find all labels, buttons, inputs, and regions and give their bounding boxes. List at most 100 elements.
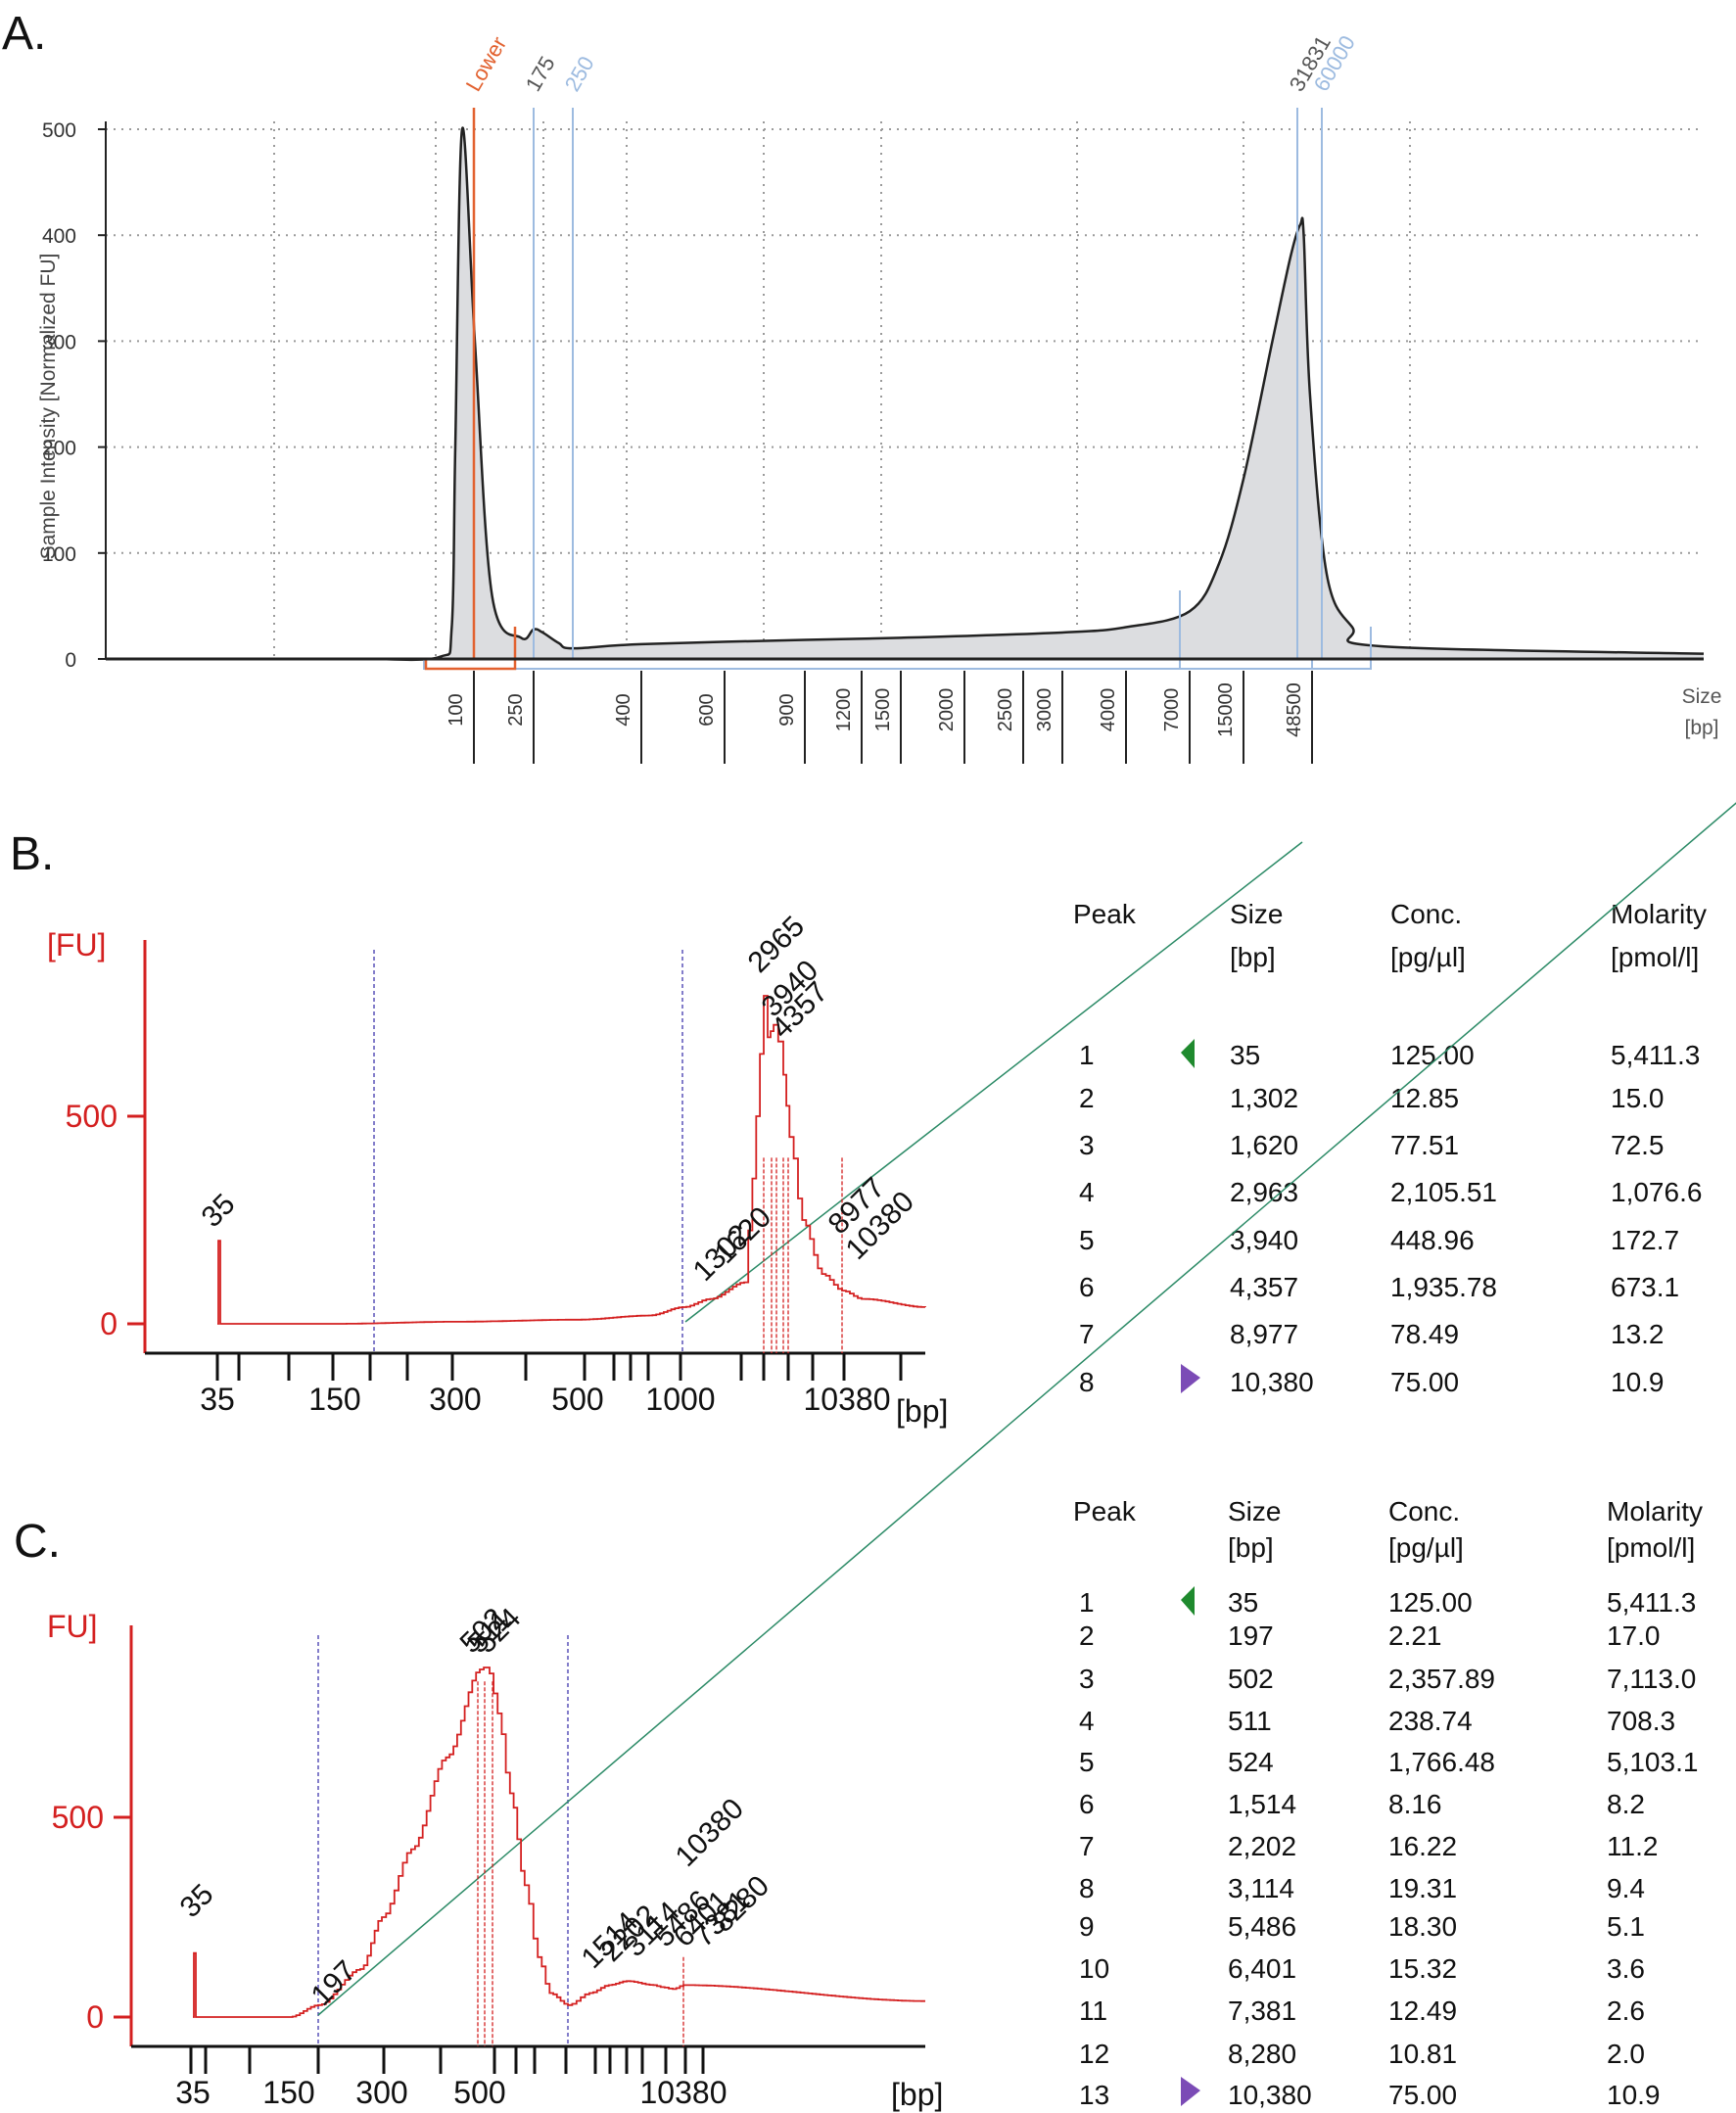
- table-cell-size: 8,280: [1228, 2039, 1296, 2069]
- chart-a-x-tick-label: 4000: [1098, 688, 1119, 732]
- table-c: Peak Size [bp] Conc. [pg/µl] Molarity [pmol/l]…: [1073, 1496, 1703, 2110]
- chart-a-y-tick-label: 0: [65, 649, 76, 672]
- table-cell-conc: 10.81: [1388, 2039, 1457, 2069]
- table-header-cell: [pg/µl]: [1388, 1532, 1464, 1563]
- chart-x-tick-label: 300: [429, 1382, 481, 1417]
- table-cell-molarity: 708.3: [1607, 1706, 1675, 1736]
- table-cell-molarity: 673.1: [1611, 1272, 1679, 1302]
- table-cell-conc: 75.00: [1388, 2080, 1457, 2110]
- chart-peak-label: 10380: [670, 1793, 750, 1873]
- table-cell-peak: 8: [1079, 1367, 1095, 1397]
- table-cell-peak: 7: [1079, 1319, 1095, 1349]
- chart-y-tick-label: 500: [66, 1099, 117, 1134]
- table-header-cell: Size: [1230, 899, 1283, 929]
- chart-x-tick-label: 500: [551, 1382, 603, 1417]
- chart-a-x-tick-label: 100: [446, 693, 467, 726]
- chart-a-x-axis-label-line2: [bp]: [1684, 717, 1718, 739]
- table-cell-molarity: 10.9: [1611, 1367, 1665, 1397]
- table-cell-size: 524: [1228, 1747, 1274, 1777]
- table-cell-size: 35: [1230, 1040, 1260, 1070]
- chart-a-region-bracket-2: [1179, 590, 1372, 670]
- chart-a-trace-line: [371, 126, 1705, 662]
- table-cell-size: 10,380: [1228, 2080, 1312, 2110]
- chart-peak-label: 35: [196, 1188, 242, 1234]
- chart-a-regions: [423, 590, 1372, 671]
- table-cell-size: 197: [1228, 1620, 1274, 1651]
- table-header-cell: Conc.: [1390, 899, 1462, 929]
- chart-x-tick-label: 35: [200, 1382, 235, 1417]
- chart-x-tick-label: 10380: [640, 2075, 727, 2110]
- table-cell-molarity: 2.0: [1607, 2039, 1645, 2069]
- table-cell-conc: 1,766.48: [1388, 1747, 1495, 1777]
- table-cell-size: 511: [1228, 1706, 1272, 1736]
- table-cell-peak: 8: [1079, 1873, 1095, 1903]
- table-header-cell: Peak: [1073, 1496, 1137, 1526]
- table-cell-conc: 2.21: [1388, 1620, 1442, 1651]
- chart-a-x-tick-label: 900: [776, 693, 798, 726]
- chart-x-tick-label: 500: [453, 2075, 505, 2110]
- table-cell-conc: 1,935.78: [1390, 1272, 1497, 1302]
- chart-a-x-tick-label: 2500: [995, 688, 1016, 732]
- table-cell-peak: 10: [1079, 1953, 1109, 1984]
- chart-baseline: [317, 802, 1736, 2016]
- table-cell-molarity: 5,103.1: [1607, 1747, 1698, 1777]
- table-header-cell: [bp]: [1228, 1532, 1274, 1563]
- chart-trace-line: [193, 1667, 925, 2018]
- chart-baseline: [684, 841, 1303, 1323]
- table-cell-size: 3,114: [1228, 1873, 1294, 1903]
- table-cell-conc: 125.00: [1390, 1040, 1475, 1070]
- table-header-cell: Conc.: [1388, 1496, 1460, 1526]
- chart-x-tick-label: 150: [262, 2075, 314, 2110]
- table-cell-peak: 3: [1079, 1130, 1095, 1160]
- table-cell-molarity: 9.4: [1607, 1873, 1645, 1903]
- chart-a-x-tick-label: 7000: [1161, 688, 1183, 732]
- table-cell-peak: 6: [1079, 1789, 1095, 1819]
- table-header-cell: Size: [1228, 1496, 1281, 1526]
- table-cell-conc: 2,105.51: [1390, 1177, 1497, 1207]
- chart-a-marker-label: Lower: [461, 32, 512, 95]
- table-cell-peak: 5: [1079, 1225, 1095, 1255]
- table-cell-conc: 77.51: [1390, 1130, 1459, 1160]
- chart-a-x-tick-label: 3000: [1034, 688, 1056, 732]
- table-header-cell: Molarity: [1607, 1496, 1703, 1526]
- table-cell-peak: 13: [1079, 2080, 1109, 2110]
- table-cell-peak: 1: [1079, 1040, 1095, 1070]
- chart-a-x-tick-label: 400: [613, 693, 634, 726]
- chart-b-y-axis-label: [FU]: [47, 927, 106, 963]
- panel-label-a: A.: [2, 8, 46, 60]
- chart-a-lower-bracket: [424, 627, 517, 671]
- table-cell-size: 8,977: [1230, 1319, 1298, 1349]
- chart-y-tick-label: 0: [86, 1999, 104, 2035]
- chart-x-tick-label: 10380: [804, 1382, 891, 1417]
- chart-a-marker-label: 250: [560, 52, 599, 95]
- table-cell-molarity: 10.9: [1607, 2080, 1661, 2110]
- chart-a-y-tick-label: 100: [42, 543, 76, 566]
- table-cell-molarity: 11.2: [1607, 1831, 1658, 1861]
- table-cell-size: 1,302: [1230, 1083, 1298, 1113]
- table-cell-peak: 9: [1079, 1911, 1095, 1942]
- chart-a-y-axis-label: Sample Intensity [Normalized FU]: [37, 254, 60, 560]
- table-cell-peak: 3: [1079, 1664, 1095, 1694]
- chart-a-marker-label: 175: [521, 52, 560, 95]
- chart-a-x-tick-label: 2000: [936, 688, 958, 732]
- table-cell-size: 3,940: [1230, 1225, 1298, 1255]
- table-cell-size: 35: [1228, 1587, 1258, 1618]
- table-cell-peak: 7: [1079, 1831, 1095, 1861]
- chart-a-x-tick-label: 1500: [872, 688, 894, 732]
- table-cell-size: 6,401: [1228, 1953, 1296, 1984]
- table-cell-size: 1,514: [1228, 1789, 1296, 1819]
- table-cell-conc: 19.31: [1388, 1873, 1457, 1903]
- table-cell-molarity: 72.5: [1611, 1130, 1665, 1160]
- table-header-cell: Molarity: [1611, 899, 1707, 929]
- chart-c-x-axis-label: [bp]: [891, 2077, 943, 2112]
- table-cell-molarity: 15.0: [1611, 1083, 1665, 1113]
- chart-peak-label: 197: [305, 1954, 363, 2012]
- table-cell-conc: 2,357.89: [1388, 1664, 1495, 1694]
- table-cell-peak: 6: [1079, 1272, 1095, 1302]
- table-cell-molarity: 2.6: [1607, 1996, 1645, 2026]
- chart-x-tick-label: 300: [355, 2075, 407, 2110]
- table-cell-peak: 11: [1079, 1996, 1107, 2026]
- chart-a-x-tick-label: 1200: [833, 688, 855, 732]
